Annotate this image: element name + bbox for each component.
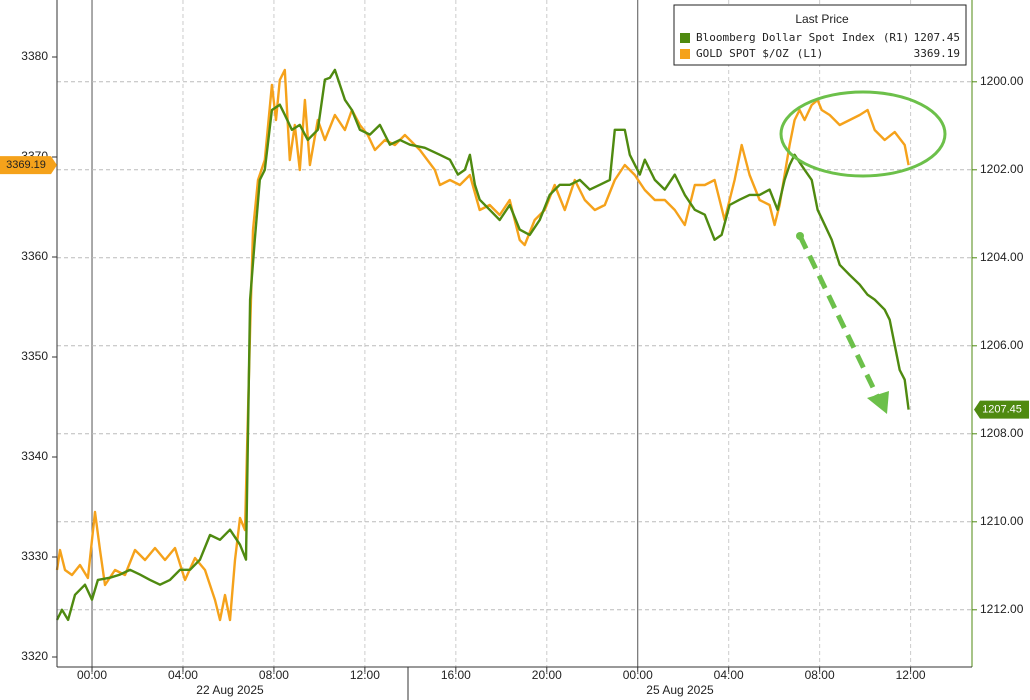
last-value-tag bbox=[974, 400, 1029, 419]
legend-axis: (L1) bbox=[797, 47, 824, 60]
trend-arrow-head bbox=[867, 391, 889, 414]
legend: Last Price Bloomberg Dollar Spot Index (R… bbox=[673, 4, 967, 66]
legend-value: 3369.19 bbox=[914, 47, 960, 60]
grid bbox=[57, 0, 972, 667]
y2-tick-label: 1212.00 bbox=[980, 602, 1024, 616]
legend-axis: (R1) bbox=[883, 31, 910, 44]
legend-name: GOLD SPOT $/OZ bbox=[696, 47, 789, 60]
y2-tick-label: 1200.00 bbox=[980, 74, 1024, 88]
x-tick-label: 16:00 bbox=[441, 668, 471, 682]
y2-tick-label: 1202.00 bbox=[980, 162, 1024, 176]
date-label: 22 Aug 2025 bbox=[196, 683, 264, 697]
last-value-tag bbox=[0, 156, 57, 175]
legend-title: Last Price bbox=[795, 12, 849, 26]
y-tick-label: 3340 bbox=[21, 449, 48, 463]
series-line bbox=[55, 68, 910, 622]
y-tick-label: 3380 bbox=[21, 49, 48, 63]
y-tick-label: 3330 bbox=[21, 549, 48, 563]
x-tick-label: 08:00 bbox=[805, 668, 835, 682]
legend-value: 1207.45 bbox=[914, 31, 960, 44]
x-tick-label: 04:00 bbox=[168, 668, 198, 682]
trend-arrow bbox=[797, 234, 883, 404]
x-tick-label: 12:00 bbox=[896, 668, 926, 682]
x-tick-label: 04:00 bbox=[714, 668, 744, 682]
x-tick-label: 08:00 bbox=[259, 668, 289, 682]
legend-box bbox=[673, 4, 967, 66]
x-tick-label: 20:00 bbox=[532, 668, 562, 682]
legend-label: Bloomberg Dollar Spot Index (R1) bbox=[696, 31, 909, 44]
date-label: 25 Aug 2025 bbox=[646, 683, 714, 697]
series-line bbox=[55, 68, 910, 622]
annotations bbox=[779, 90, 947, 414]
y2-tick-label: 1206.00 bbox=[980, 338, 1024, 352]
y-tick-label: 3350 bbox=[21, 349, 48, 363]
x-tick-label: 00:00 bbox=[77, 668, 107, 682]
y2-tick-label: 1210.00 bbox=[980, 514, 1024, 528]
y2-tick-label: 1208.00 bbox=[980, 426, 1024, 440]
last-value-tag-label: 3369.19 bbox=[6, 159, 46, 171]
y-tick-label: 3360 bbox=[21, 249, 48, 263]
y2-tick-label: 1204.00 bbox=[980, 250, 1024, 264]
legend-swatch bbox=[680, 49, 690, 59]
highlight-ellipse bbox=[779, 90, 947, 178]
legend-name: Bloomberg Dollar Spot Index bbox=[696, 31, 875, 44]
plot-lines bbox=[55, 68, 910, 622]
x-tick-label: 00:00 bbox=[623, 668, 653, 682]
legend-label: GOLD SPOT $/OZ (L1) bbox=[696, 47, 823, 60]
last-value-tag-label: 1207.45 bbox=[982, 404, 1022, 416]
x-tick-label: 12:00 bbox=[350, 668, 380, 682]
trend-arrow-start bbox=[796, 232, 804, 240]
y-tick-label: 3320 bbox=[21, 649, 48, 663]
legend-swatch bbox=[680, 33, 690, 43]
